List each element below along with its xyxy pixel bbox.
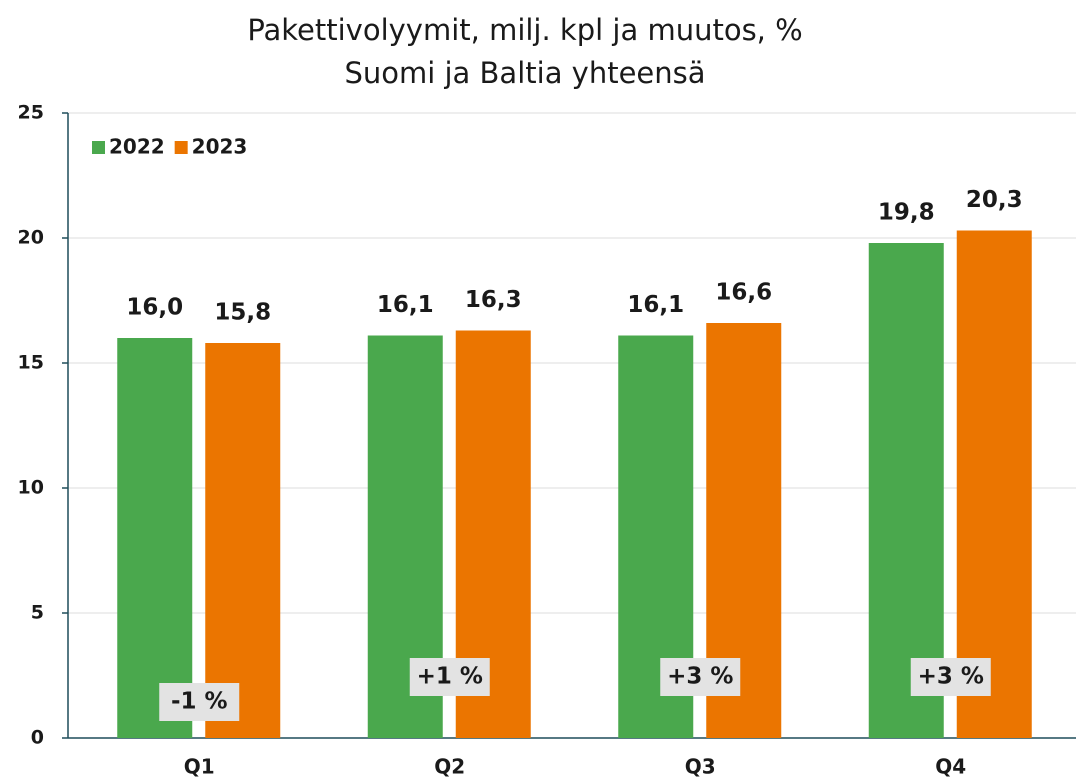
value-label: 20,3	[966, 187, 1023, 213]
y-tick-label: 5	[31, 602, 44, 624]
annotation: +3 %	[918, 664, 984, 690]
x-tick-label: Q3	[685, 755, 716, 779]
value-label: 19,8	[878, 200, 935, 226]
bar	[117, 338, 193, 738]
y-tick-label: 20	[18, 227, 44, 249]
annotation-box	[910, 658, 991, 696]
legend-label: 2023	[192, 135, 248, 159]
annotation: +1 %	[417, 664, 483, 690]
y-tick-label: 25	[18, 102, 44, 124]
x-tick-label: Q1	[184, 755, 215, 779]
value-label: 16,3	[465, 287, 522, 313]
x-tick-label: Q2	[434, 755, 465, 779]
bar	[868, 243, 944, 738]
value-label: 16,1	[377, 292, 434, 318]
value-label: 15,8	[214, 300, 271, 326]
annotation-box	[409, 658, 490, 696]
value-label: 16,1	[627, 292, 684, 318]
chart-subtitle: Suomi ja Baltia yhteensä	[344, 56, 705, 90]
annotation: -1 %	[171, 689, 228, 715]
annotation-box	[159, 683, 240, 721]
legend-swatch	[174, 141, 188, 154]
y-tick-label: 0	[31, 727, 44, 749]
value-label: 16,6	[715, 280, 772, 306]
x-tick-label: Q4	[935, 755, 966, 779]
annotation: +3 %	[667, 664, 733, 690]
legend-swatch	[92, 141, 105, 154]
bar	[205, 343, 281, 738]
legend-label: 2022	[109, 135, 165, 159]
y-tick-label: 10	[18, 477, 44, 499]
y-tick-label: 15	[18, 352, 44, 374]
bar	[956, 230, 1032, 738]
value-label: 16,0	[126, 295, 183, 321]
chart-title: Pakettivolyymit, milj. kpl ja muutos, %	[247, 13, 802, 47]
annotation-box	[660, 658, 741, 696]
